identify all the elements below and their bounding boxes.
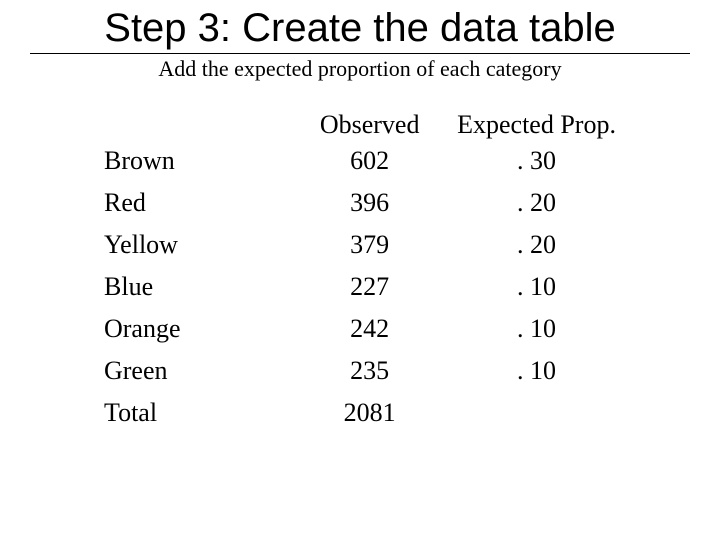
slide: Step 3: Create the data table Add the ex… — [0, 0, 720, 540]
cell-observed: 242 — [286, 308, 453, 350]
cell-category: Orange — [100, 308, 286, 350]
cell-observed: 2081 — [286, 392, 453, 434]
cell-category: Blue — [100, 266, 286, 308]
table-row: Red 396 . 20 — [100, 182, 620, 224]
data-table-wrap: Observed Expected Prop. Brown 602 . 30 R… — [100, 104, 620, 434]
cell-category: Red — [100, 182, 286, 224]
col-header-observed: Observed — [286, 104, 453, 140]
cell-category: Yellow — [100, 224, 286, 266]
table-row: Blue 227 . 10 — [100, 266, 620, 308]
cell-expected: . 10 — [453, 308, 620, 350]
cell-observed: 379 — [286, 224, 453, 266]
table-header-row: Observed Expected Prop. — [100, 104, 620, 140]
table-row: Green 235 . 10 — [100, 350, 620, 392]
cell-expected — [453, 392, 620, 434]
cell-expected: . 10 — [453, 266, 620, 308]
data-table: Observed Expected Prop. Brown 602 . 30 R… — [100, 104, 620, 434]
cell-expected: . 20 — [453, 224, 620, 266]
cell-observed: 235 — [286, 350, 453, 392]
cell-expected: . 10 — [453, 350, 620, 392]
table-row-total: Total 2081 — [100, 392, 620, 434]
cell-observed: 396 — [286, 182, 453, 224]
table-row: Yellow 379 . 20 — [100, 224, 620, 266]
cell-category: Total — [100, 392, 286, 434]
cell-category: Green — [100, 350, 286, 392]
table-row: Orange 242 . 10 — [100, 308, 620, 350]
table-row: Brown 602 . 30 — [100, 140, 620, 182]
cell-observed: 227 — [286, 266, 453, 308]
cell-expected: . 20 — [453, 182, 620, 224]
slide-subtitle: Add the expected proportion of each cate… — [0, 56, 720, 82]
cell-observed: 602 — [286, 140, 453, 182]
slide-title: Step 3: Create the data table — [30, 6, 690, 54]
col-header-category — [100, 104, 286, 140]
cell-expected: . 30 — [453, 140, 620, 182]
col-header-expected: Expected Prop. — [453, 104, 620, 140]
cell-category: Brown — [100, 140, 286, 182]
